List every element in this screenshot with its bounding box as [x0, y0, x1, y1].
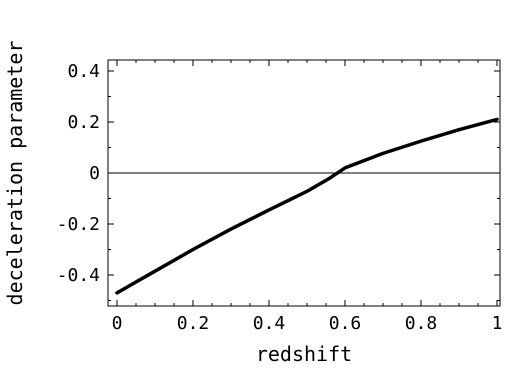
- y-tick-label: -0.4: [57, 265, 100, 286]
- series-line: [115, 117, 499, 295]
- y-tick-label: 0: [89, 163, 100, 184]
- x-axis-title: redshift: [256, 342, 352, 366]
- x-axis-ticks: 0 0.2 0.4 0.6 0.8 1: [112, 60, 503, 334]
- x-tick-label: 1: [492, 313, 503, 334]
- y-tick-label: 0.4: [67, 61, 100, 82]
- x-tick-label: 0.8: [405, 313, 438, 334]
- y-tick-label: 0.2: [67, 112, 100, 133]
- y-axis-title: deceleration parameter: [3, 41, 27, 306]
- y-tick-label: -0.2: [57, 214, 100, 235]
- series-group: [115, 117, 499, 295]
- plot-frame: [107, 59, 501, 307]
- plot-border: [107, 59, 501, 307]
- x-tick-label: 0.6: [329, 313, 362, 334]
- x-tick-label: 0.2: [177, 313, 210, 334]
- y-axis-ticks: -0.4 -0.2 0 0.2 0.4: [57, 61, 500, 301]
- x-tick-label: 0: [112, 313, 123, 334]
- x-tick-label: 0.4: [253, 313, 286, 334]
